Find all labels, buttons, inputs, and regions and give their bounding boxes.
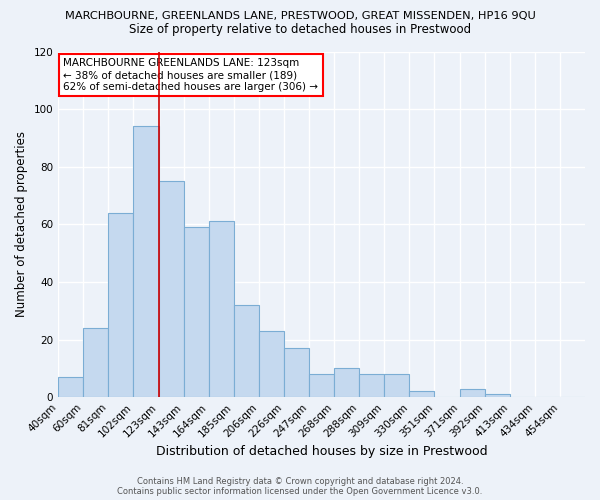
Bar (109, 213, 133, 397)
Bar (133, 126, 158, 397)
Bar (385, 374, 409, 397)
Text: Contains HM Land Registry data © Crown copyright and database right 2024.
Contai: Contains HM Land Registry data © Crown c… (118, 476, 482, 496)
Bar (83, 328, 109, 397)
Text: Size of property relative to detached houses in Prestwood: Size of property relative to detached ho… (129, 22, 471, 36)
X-axis label: Distribution of detached houses by size in Prestwood: Distribution of detached houses by size … (156, 444, 487, 458)
Bar (58, 377, 83, 397)
Text: MARCHBOURNE GREENLANDS LANE: 123sqm
← 38% of detached houses are smaller (189)
6: MARCHBOURNE GREENLANDS LANE: 123sqm ← 38… (64, 58, 319, 92)
Bar (234, 305, 259, 397)
Bar (158, 181, 184, 397)
Bar (309, 374, 334, 397)
Bar (409, 392, 434, 397)
Bar (259, 331, 284, 397)
Text: MARCHBOURNE, GREENLANDS LANE, PRESTWOOD, GREAT MISSENDEN, HP16 9QU: MARCHBOURNE, GREENLANDS LANE, PRESTWOOD,… (65, 12, 535, 22)
Bar (460, 388, 485, 397)
Bar (359, 374, 385, 397)
Bar (209, 222, 234, 397)
Bar (184, 227, 209, 397)
Bar (334, 368, 359, 397)
Bar (485, 394, 510, 397)
Y-axis label: Number of detached properties: Number of detached properties (15, 132, 28, 318)
Bar (284, 348, 309, 397)
